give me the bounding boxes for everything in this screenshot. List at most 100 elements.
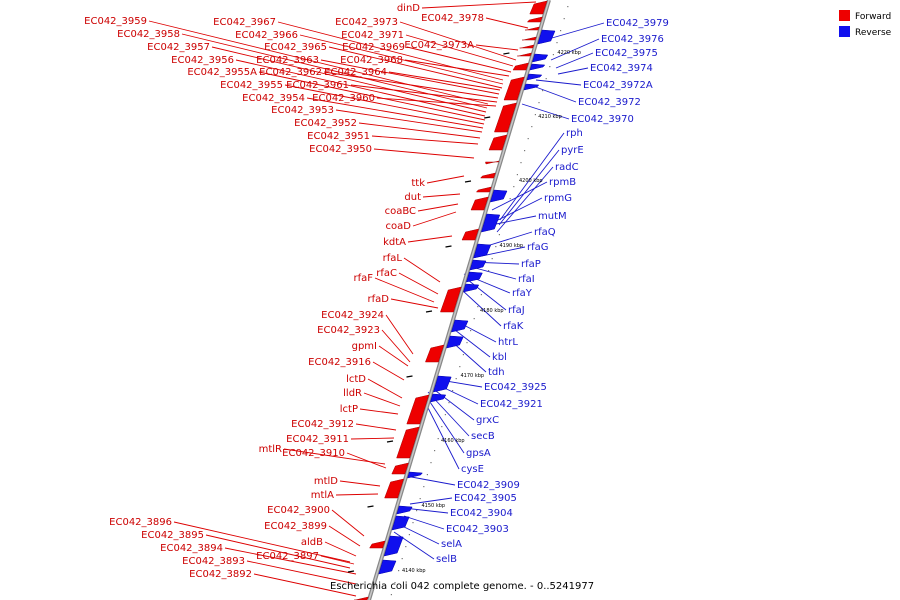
forward-gene-block[interactable] — [488, 134, 508, 151]
forward-gene-block[interactable] — [512, 62, 529, 71]
gene-label-rfap[interactable]: rfaP — [521, 259, 541, 270]
reverse-gene-block[interactable] — [526, 73, 543, 81]
gene-label-ec042-3970[interactable]: EC042_3970 — [571, 114, 634, 125]
reverse-gene-block[interactable] — [473, 243, 492, 259]
gene-label-dind[interactable]: dinD — [397, 3, 420, 14]
gene-label-coad[interactable]: coaD — [386, 221, 412, 232]
forward-gene-block[interactable] — [503, 76, 525, 101]
forward-gene-block[interactable] — [440, 286, 462, 313]
gene-label-ec042-3955a[interactable]: EC042_3955A — [187, 67, 257, 78]
gene-label-pyre[interactable]: pyrE — [561, 145, 584, 156]
gene-label-aldb[interactable]: aldB — [301, 537, 323, 548]
reverse-gene-block[interactable] — [537, 29, 556, 45]
gene-label-ec042-3969[interactable]: EC042_3969 — [342, 42, 405, 53]
gene-label-mtlr[interactable]: mtlR — [259, 444, 282, 455]
gene-label-kdta[interactable]: kdtA — [383, 237, 406, 248]
gene-label-ec042-3964[interactable]: EC042_3964 — [324, 67, 387, 78]
gene-label-ec042-3951[interactable]: EC042_3951 — [307, 131, 370, 142]
gene-label-ec042-3925[interactable]: EC042_3925 — [484, 382, 547, 393]
gene-label-rph[interactable]: rph — [566, 128, 583, 139]
gene-label-ec042-3900[interactable]: EC042_3900 — [267, 505, 330, 516]
gene-label-grxc[interactable]: grxC — [476, 415, 499, 426]
gene-label-ec042-3966[interactable]: EC042_3966 — [235, 30, 298, 41]
reverse-gene-block[interactable] — [396, 505, 413, 515]
forward-gene-block[interactable] — [384, 478, 404, 499]
gene-label-ec042-3971[interactable]: EC042_3971 — [341, 30, 404, 41]
forward-gene-block[interactable] — [391, 462, 409, 475]
gene-label-mtla[interactable]: mtlA — [311, 490, 334, 501]
gene-label-rfak[interactable]: rfaK — [503, 321, 524, 332]
gene-label-ec042-3976[interactable]: EC042_3976 — [601, 34, 664, 45]
gene-label-ec042-3960[interactable]: EC042_3960 — [312, 93, 375, 104]
gene-label-ec042-3952[interactable]: EC042_3952 — [294, 118, 357, 129]
gene-label-mutm[interactable]: mutM — [538, 211, 567, 222]
forward-gene-block[interactable] — [526, 16, 543, 23]
forward-gene-block[interactable] — [396, 426, 420, 459]
gene-label-ec042-3975[interactable]: EC042_3975 — [595, 48, 658, 59]
gene-label-ec042-3953[interactable]: EC042_3953 — [271, 105, 334, 116]
gene-label-rfac[interactable]: rfaC — [376, 268, 397, 279]
gene-label-ec042-3923[interactable]: EC042_3923 — [317, 325, 380, 336]
reverse-gene-block[interactable] — [446, 335, 464, 349]
reverse-gene-block[interactable] — [391, 515, 410, 531]
gene-label-ec042-3973[interactable]: EC042_3973 — [335, 17, 398, 28]
gene-label-ec042-3978[interactable]: EC042_3978 — [421, 13, 484, 24]
gene-label-rfaq[interactable]: rfaQ — [534, 227, 556, 238]
reverse-gene-block[interactable] — [469, 259, 487, 271]
gene-label-rfaf[interactable]: rfaF — [353, 273, 373, 284]
gene-label-lldr[interactable]: lldR — [343, 388, 362, 399]
gene-label-ec042-3967[interactable]: EC042_3967 — [213, 17, 276, 28]
gene-label-htrl[interactable]: htrL — [498, 337, 518, 348]
reverse-gene-block[interactable] — [490, 189, 508, 203]
forward-gene-block[interactable] — [517, 52, 532, 57]
reverse-gene-block[interactable] — [451, 319, 469, 333]
gene-label-rfal[interactable]: rfaL — [383, 253, 403, 264]
forward-gene-block[interactable] — [406, 394, 430, 425]
gene-label-rfai[interactable]: rfaI — [518, 274, 535, 285]
gene-label-ec042-3924[interactable]: EC042_3924 — [321, 310, 384, 321]
reverse-gene-block[interactable] — [463, 283, 480, 293]
gene-label-ec042-3897[interactable]: EC042_3897 — [256, 551, 319, 562]
gene-label-ec042-3954[interactable]: EC042_3954 — [242, 93, 305, 104]
gene-label-ec042-3894[interactable]: EC042_3894 — [160, 543, 223, 554]
gene-label-ec042-3961[interactable]: EC042_3961 — [286, 80, 349, 91]
gene-label-ec042-3974[interactable]: EC042_3974 — [590, 63, 653, 74]
reverse-gene-block[interactable] — [430, 393, 447, 403]
reverse-gene-block[interactable] — [532, 53, 549, 63]
gene-label-ec042-3962[interactable]: EC042_3962 — [259, 67, 322, 78]
forward-gene-block[interactable] — [425, 344, 445, 363]
gene-label-rfag[interactable]: rfaG — [527, 242, 549, 253]
reverse-gene-block[interactable] — [383, 535, 404, 557]
gene-label-rfad[interactable]: rfaD — [368, 294, 390, 305]
gene-label-ttk[interactable]: ttk — [411, 178, 425, 189]
gene-label-ec042-3895[interactable]: EC042_3895 — [141, 530, 204, 541]
gene-label-ec042-3972a[interactable]: EC042_3972A — [583, 80, 653, 91]
gene-label-ec042-3973a[interactable]: EC042_3973A — [404, 40, 474, 51]
gene-label-ec042-3963[interactable]: EC042_3963 — [256, 55, 319, 66]
gene-label-ec042-3910[interactable]: EC042_3910 — [282, 448, 345, 459]
gene-label-sela[interactable]: selA — [441, 539, 462, 550]
gene-label-dut[interactable]: dut — [404, 192, 421, 203]
gene-label-lctp[interactable]: lctP — [340, 404, 358, 415]
reverse-gene-block[interactable] — [523, 83, 540, 91]
gene-label-ec042-3972[interactable]: EC042_3972 — [578, 97, 641, 108]
gene-label-ec042-3899[interactable]: EC042_3899 — [264, 521, 327, 532]
gene-label-ec042-3896[interactable]: EC042_3896 — [109, 517, 172, 528]
forward-gene-block[interactable] — [369, 540, 386, 549]
gene-label-mtld[interactable]: mtlD — [314, 476, 338, 487]
gene-label-rpmg[interactable]: rpmG — [544, 193, 572, 204]
reverse-gene-block[interactable] — [433, 375, 452, 393]
gene-label-secb[interactable]: secB — [471, 431, 495, 442]
forward-gene-block[interactable] — [485, 160, 500, 165]
gene-label-ec042-3965[interactable]: EC042_3965 — [264, 42, 327, 53]
gene-label-ec042-3959[interactable]: EC042_3959 — [84, 16, 147, 27]
gene-label-tdh[interactable]: tdh — [488, 367, 505, 378]
gene-label-ec042-3905[interactable]: EC042_3905 — [454, 493, 517, 504]
gene-label-rfaj[interactable]: rfaJ — [508, 305, 525, 316]
gene-label-ec042-3950[interactable]: EC042_3950 — [309, 144, 372, 155]
gene-label-ec042-3904[interactable]: EC042_3904 — [450, 508, 513, 519]
gene-label-ec042-3911[interactable]: EC042_3911 — [286, 434, 349, 445]
forward-gene-block[interactable] — [470, 196, 489, 211]
gene-label-lctd[interactable]: lctD — [346, 374, 366, 385]
gene-label-ec042-3957[interactable]: EC042_3957 — [147, 42, 210, 53]
